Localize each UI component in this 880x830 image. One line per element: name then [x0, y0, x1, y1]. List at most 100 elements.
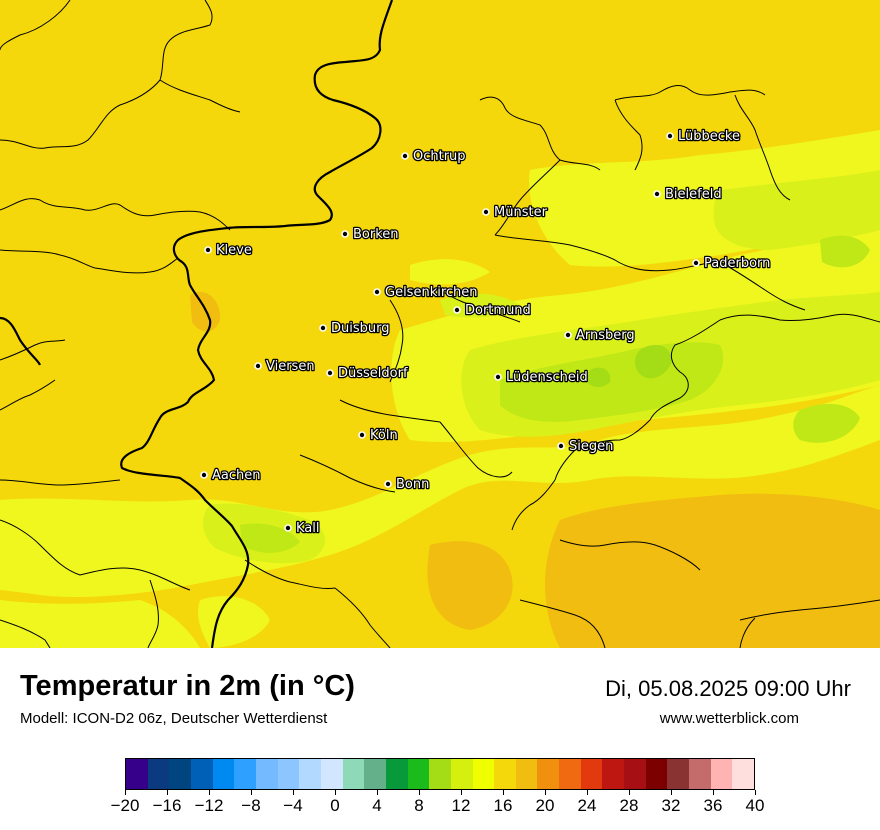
city-marker: Duisburg — [319, 320, 391, 337]
city-label: Dortmund — [465, 303, 531, 318]
city-label: Borken — [353, 227, 399, 242]
color-scale-segment — [342, 759, 365, 789]
city-marker: Gelsenkirchen — [373, 284, 479, 301]
scale-tick — [335, 790, 336, 795]
city-marker: Köln — [358, 427, 399, 444]
city-label: Düsseldorf — [338, 366, 408, 381]
city-marker: Borken — [341, 226, 400, 243]
scale-tick — [125, 790, 126, 795]
district-borders — [0, 0, 880, 648]
scale-tick — [209, 790, 210, 795]
green-zones — [586, 344, 672, 388]
color-scale-segment — [689, 759, 711, 789]
color-scale-segment — [559, 759, 581, 789]
scale-tick-label: 40 — [745, 796, 765, 815]
color-scale-segment — [602, 759, 625, 789]
color-scale-segment — [645, 759, 668, 789]
city-dot — [373, 288, 381, 296]
city-label: Viersen — [266, 359, 315, 374]
city-dot — [453, 306, 461, 314]
scale-tick — [251, 790, 252, 795]
city-dot — [358, 431, 366, 439]
color-scale-segment — [299, 759, 321, 789]
scale-tick-label: 8 — [414, 796, 424, 815]
city-label: Gelsenkirchen — [385, 285, 478, 300]
city-marker: Ochtrup — [401, 148, 467, 165]
color-scale-segment — [515, 759, 538, 789]
scale-tick-label: 4 — [372, 796, 382, 815]
forecast-datetime: Di, 05.08.2025 09:00 Uhr — [605, 676, 851, 701]
scale-tick-label: 28 — [619, 796, 639, 815]
scale-tick-label: −12 — [194, 796, 224, 815]
city-dot — [653, 190, 661, 198]
city-marker: Düsseldorf — [326, 365, 409, 382]
scale-tick — [671, 790, 672, 795]
scale-tick-label: 0 — [330, 796, 340, 815]
city-label: Münster — [494, 205, 548, 220]
city-marker: Siegen — [557, 438, 615, 455]
scale-tick-label: −16 — [152, 796, 182, 815]
city-dot — [284, 524, 292, 532]
scale-tick-label: 20 — [535, 796, 555, 815]
scale-tick-label: 24 — [577, 796, 597, 815]
color-scale-segment — [277, 759, 300, 789]
city-marker: Viersen — [254, 358, 316, 375]
city-marker: Bielefeld — [653, 186, 723, 203]
city-dot — [557, 442, 565, 450]
scale-tick — [377, 790, 378, 795]
city-dot — [341, 230, 349, 238]
scale-tick — [755, 790, 756, 795]
scale-tick — [461, 790, 462, 795]
city-dot — [564, 331, 572, 339]
color-scale-segment — [320, 759, 343, 789]
city-label: Arnsberg — [576, 328, 635, 343]
city-label: Ochtrup — [413, 149, 466, 164]
city-label: Lüdenscheid — [506, 370, 588, 385]
city-dot — [326, 369, 334, 377]
city-marker: Aachen — [200, 467, 262, 484]
city-dot — [494, 373, 502, 381]
color-scale-segment — [255, 759, 278, 789]
color-scale-segment — [126, 759, 148, 789]
color-scale-segment — [494, 759, 516, 789]
temperature-map: Lübbecke Ochtrup Bielefeld Münster Borken Kle… — [0, 0, 880, 648]
scale-tick-label: 16 — [493, 796, 513, 815]
color-scale-segment — [667, 759, 690, 789]
city-label: Aachen — [212, 468, 260, 483]
scale-tick — [587, 790, 588, 795]
scale-tick-label: −4 — [283, 796, 303, 815]
map-footer: Temperatur in 2m (in °C) Modell: ICON-D2… — [0, 648, 880, 830]
city-dot — [666, 132, 674, 140]
temperature-scale-ticks: −20 −16 −12 −8 −4 0 4 8 12 16 20 24 28 32 36 40 — [0, 790, 880, 824]
website-link[interactable]: www.wetterblick.com — [659, 710, 799, 727]
city-label: Köln — [370, 428, 398, 443]
city-marker: Kleve — [204, 242, 253, 259]
city-dot — [200, 471, 208, 479]
color-scale-segment — [580, 759, 603, 789]
city-label: Duisburg — [331, 321, 390, 336]
city-label: Paderborn — [704, 256, 770, 271]
scale-tick — [419, 790, 420, 795]
city-marker: Lüdenscheid — [494, 369, 589, 386]
city-marker: Arnsberg — [564, 327, 636, 344]
city-dot — [254, 362, 262, 370]
city-dot — [692, 259, 700, 267]
color-scale-segment — [364, 759, 386, 789]
city-marker: Lübbecke — [666, 128, 741, 145]
color-scale-segment — [450, 759, 473, 789]
city-label: Kleve — [216, 243, 252, 258]
city-label: Lübbecke — [678, 129, 740, 144]
color-scale-segment — [732, 759, 755, 789]
city-label: Kall — [296, 521, 320, 536]
scale-tick-label: −20 — [110, 796, 140, 815]
color-scale-segment — [147, 759, 170, 789]
state-borders — [0, 0, 394, 648]
scale-tick-label: −8 — [241, 796, 261, 815]
city-dot — [204, 246, 212, 254]
city-dot — [482, 208, 490, 216]
city-dot — [319, 324, 327, 332]
color-scale-segment — [212, 759, 235, 789]
color-scale-segment — [429, 759, 451, 789]
model-info: Modell: ICON-D2 06z, Deutscher Wetterdie… — [20, 710, 328, 727]
color-scale-segment — [472, 759, 495, 789]
